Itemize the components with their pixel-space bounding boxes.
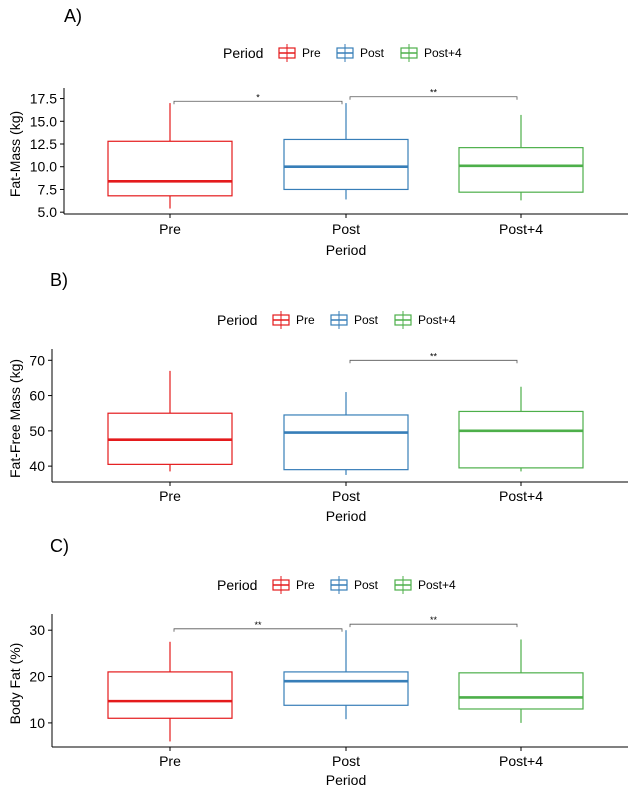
x-tick-label: Post xyxy=(332,488,360,504)
y-tick-label: 60 xyxy=(29,388,45,404)
y-tick-label: 30 xyxy=(29,622,45,638)
legend-label: Post+4 xyxy=(418,578,456,592)
x-tick-label: Post+4 xyxy=(499,488,543,504)
panel-label: C) xyxy=(50,536,69,556)
y-tick-label: 12.5 xyxy=(30,136,57,152)
panel-label: B) xyxy=(50,270,68,290)
iqr-box xyxy=(458,410,584,469)
x-axis-label: Period xyxy=(326,242,366,258)
x-tick-label: Pre xyxy=(159,221,181,237)
box-postplus4 xyxy=(458,386,584,472)
iqr-box xyxy=(107,140,233,197)
legend-key-post xyxy=(330,311,348,329)
panel-b: B) Period Pre Post Post+4 40 50 60 70 Fat-Free Ma… xyxy=(7,270,628,524)
x-tick-label: Post xyxy=(332,753,360,769)
panel-label: A) xyxy=(64,6,82,26)
bracket-line xyxy=(349,623,518,628)
y-tick-label: 40 xyxy=(29,458,45,474)
x-tick-label: Post+4 xyxy=(499,221,543,237)
box-post xyxy=(283,103,409,200)
significance-bracket: * xyxy=(173,92,343,105)
legend-label: Pre xyxy=(296,313,315,327)
box-post xyxy=(283,630,409,720)
legend: Period Pre Post Post+4 xyxy=(217,311,456,329)
legend-label: Post+4 xyxy=(418,313,456,327)
panel-c: C) Period Pre Post Post+4 10 20 30 Body Fat (%) P… xyxy=(7,536,628,788)
y-axis-label: Body Fat (%) xyxy=(7,643,23,725)
y-tick-label: 7.5 xyxy=(38,181,58,197)
legend: Period Pre Post Post+4 xyxy=(223,44,462,62)
legend-label: Post xyxy=(360,46,385,60)
significance-bracket: ** xyxy=(173,620,343,632)
y-axis-label: Fat-Mass (kg) xyxy=(7,111,23,197)
box-postplus4 xyxy=(458,114,584,201)
iqr-box xyxy=(283,671,409,706)
y-tick-label: 50 xyxy=(29,423,45,439)
y-axis-label: Fat-Free Mass (kg) xyxy=(7,359,23,478)
y-tick-label: 15.0 xyxy=(30,113,57,129)
iqr-box xyxy=(458,147,584,193)
legend-title: Period xyxy=(217,577,257,593)
iqr-box xyxy=(283,138,409,191)
significance-label: * xyxy=(256,92,260,102)
legend-key-postplus4 xyxy=(400,44,418,62)
bracket-line xyxy=(173,100,343,105)
legend: Period Pre Post Post+4 xyxy=(217,576,456,594)
y-tick-label: 70 xyxy=(29,352,45,368)
x-tick-label: Post+4 xyxy=(499,753,543,769)
significance-bracket: ** xyxy=(349,615,518,628)
bracket-line xyxy=(349,96,518,100)
bracket-line xyxy=(349,359,518,364)
legend-key-pre xyxy=(272,576,290,594)
significance-label: ** xyxy=(430,615,438,625)
box-pre xyxy=(107,641,233,742)
legend-key-postplus4 xyxy=(394,576,412,594)
significance-label: ** xyxy=(254,620,262,630)
box-pre xyxy=(107,103,233,209)
legend-title: Period xyxy=(223,45,263,61)
significance-label: ** xyxy=(430,88,438,98)
legend-label: Post+4 xyxy=(424,46,462,60)
legend-key-pre xyxy=(272,311,290,329)
iqr-box xyxy=(458,672,584,710)
legend-title: Period xyxy=(217,312,257,328)
y-tick-label: 17.5 xyxy=(30,91,57,107)
y-tick-label: 5.0 xyxy=(38,204,58,220)
box-post xyxy=(283,392,409,475)
iqr-box xyxy=(283,414,409,471)
box-postplus4 xyxy=(458,639,584,723)
legend-key-postplus4 xyxy=(394,311,412,329)
legend-key-post xyxy=(330,576,348,594)
x-tick-label: Post xyxy=(332,221,360,237)
legend-label: Pre xyxy=(302,46,321,60)
y-tick-label: 10.0 xyxy=(30,159,57,175)
significance-bracket: ** xyxy=(349,351,518,364)
legend-label: Post xyxy=(354,578,379,592)
significance-label: ** xyxy=(430,351,438,361)
legend-label: Post xyxy=(354,313,379,327)
bracket-line xyxy=(173,628,343,632)
y-tick-label: 20 xyxy=(29,669,45,685)
x-tick-label: Pre xyxy=(159,488,181,504)
legend-label: Pre xyxy=(296,578,315,592)
x-tick-label: Pre xyxy=(159,753,181,769)
y-tick-label: 10 xyxy=(29,715,45,731)
x-axis-label: Period xyxy=(326,508,366,524)
iqr-box xyxy=(107,671,233,719)
legend-key-post xyxy=(336,44,354,62)
legend-key-pre xyxy=(278,44,296,62)
significance-bracket: ** xyxy=(349,88,518,100)
x-axis-label: Period xyxy=(326,772,366,788)
box-pre xyxy=(107,370,233,472)
panel-a: A) Period Pre Post Post+4 5.0 7.5 10.0 12.5 15.0 1… xyxy=(7,6,628,258)
